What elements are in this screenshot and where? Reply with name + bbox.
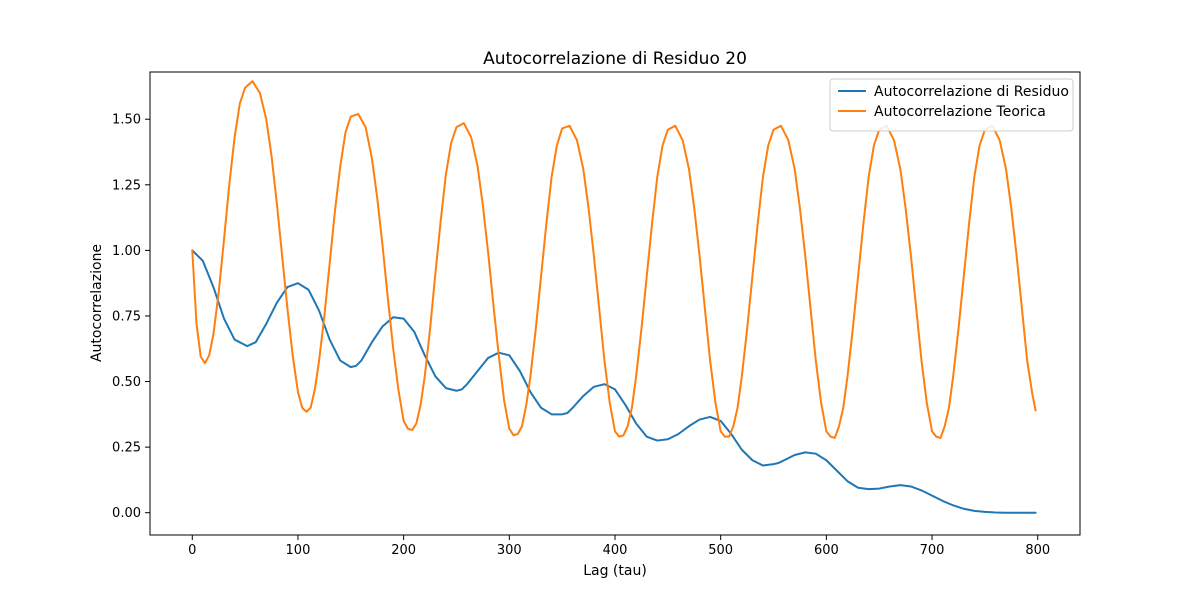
x-tick-label: 200	[391, 543, 416, 558]
y-tick-label: 0.25	[112, 441, 141, 456]
chart-title: Autocorrelazione di Residuo 20	[483, 49, 747, 69]
y-tick-label: 1.50	[112, 113, 141, 128]
legend-label-1: Autocorrelazione di Residuo	[874, 84, 1069, 100]
legend-label-2: Autocorrelazione Teorica	[874, 104, 1046, 120]
x-axis-label: Lag (tau)	[583, 563, 647, 579]
y-tick-label: 0.75	[112, 309, 141, 324]
plot-area: 0 100 200 300 400 500 600 700 800 0.00 0.25 0.50 0.7…	[112, 71, 1081, 558]
y-tick-label: 1.00	[112, 244, 141, 259]
y-tick-label: 0.00	[112, 506, 141, 521]
legend: Autocorrelazione di Residuo Autocorrelazi…	[829, 78, 1074, 132]
series-line-1	[191, 249, 1037, 514]
x-tick-label: 100	[286, 543, 311, 558]
y-tick-label: 1.25	[112, 178, 141, 193]
x-tick-label: 600	[814, 543, 839, 558]
x-tick-label: 500	[708, 543, 733, 558]
x-tick-label: 0	[188, 543, 196, 558]
legend-box	[829, 78, 1074, 132]
series-line-2	[191, 80, 1037, 439]
y-tick-label: 0.50	[112, 375, 141, 390]
x-tick-label: 300	[497, 543, 522, 558]
x-tick-label: 700	[920, 543, 945, 558]
x-tick-label: 400	[603, 543, 628, 558]
x-tick-label: 800	[1025, 543, 1050, 558]
y-axis-label: Autocorrelazione	[89, 244, 105, 362]
